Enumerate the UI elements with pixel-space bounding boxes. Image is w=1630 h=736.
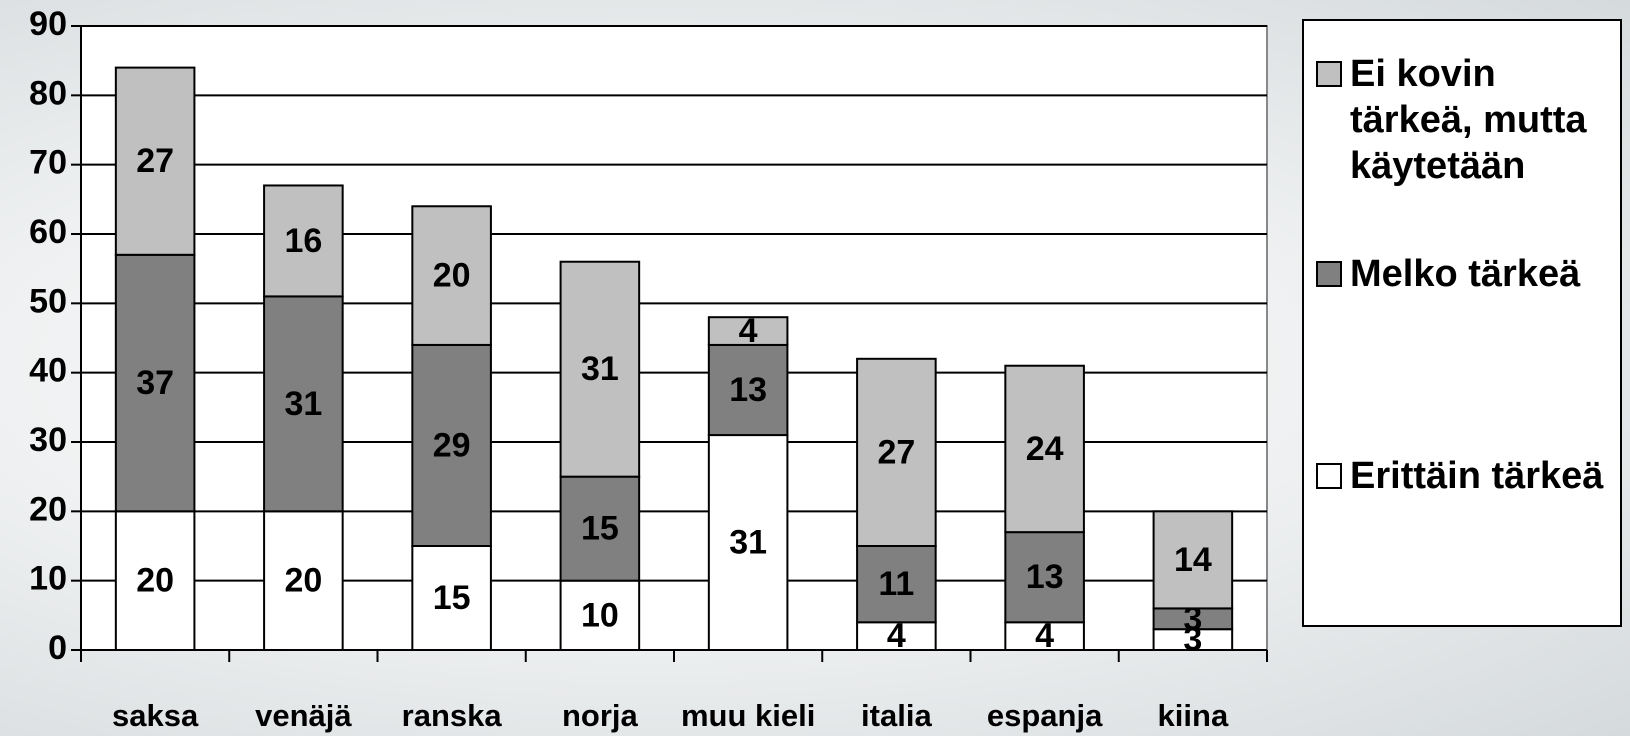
y-tick-label: 70 [29, 144, 67, 182]
y-tick-label: 40 [29, 352, 67, 390]
data-label: 13 [729, 371, 767, 409]
data-label: 29 [433, 426, 471, 464]
bar-segment [856, 357, 937, 547]
bar-segment [1152, 510, 1234, 610]
data-label: 31 [581, 350, 619, 388]
bar-segment [1004, 531, 1085, 624]
bar-segment [707, 316, 789, 346]
data-label: 20 [433, 257, 471, 295]
plot-area [80, 25, 1268, 651]
data-label: 20 [284, 562, 322, 600]
bar-segment [559, 475, 641, 582]
bar-segment [411, 343, 492, 547]
x-tick-label: norja [562, 698, 639, 733]
legend: Erittäin tärkeä Melko tärkeä Ei kovin tärk… [1302, 19, 1622, 627]
x-tick-label: venäjä [255, 698, 352, 733]
data-label: 31 [284, 385, 322, 423]
bar-segment [263, 295, 344, 513]
y-tick-label: 90 [29, 5, 67, 43]
bar-segment [559, 260, 641, 478]
data-label: 14 [1174, 541, 1212, 579]
bar-segment [114, 253, 196, 513]
data-label: 27 [136, 142, 174, 180]
bar-segment [114, 66, 196, 256]
bar-segment [114, 510, 196, 652]
data-label: 37 [136, 364, 174, 402]
legend-item: Erittäin tärkeä [1316, 453, 1616, 499]
bar-segment [411, 205, 492, 346]
legend-item: Melko tärkeä [1316, 251, 1616, 297]
bar-segment [707, 434, 789, 652]
x-tick-label: ranska [402, 698, 503, 733]
data-label: 10 [581, 596, 619, 634]
data-label: 4 [739, 312, 758, 350]
data-label: 24 [1026, 430, 1064, 468]
x-tick-label: italia [861, 698, 932, 733]
x-tick-label: espanja [987, 698, 1103, 733]
bar-segment [856, 545, 937, 624]
data-label: 13 [1026, 558, 1064, 596]
legend-swatch [1316, 61, 1342, 87]
y-tick-label: 10 [29, 560, 67, 598]
x-tick-label: saksa [112, 698, 199, 733]
data-label: 31 [729, 524, 767, 562]
legend-label: Ei kovin tärkeä, mutta käytetään [1350, 53, 1587, 187]
data-label: 4 [887, 617, 906, 655]
x-tick-label: muu kieli [681, 698, 815, 733]
y-tick-label: 80 [29, 74, 67, 112]
data-label: 27 [877, 433, 915, 471]
data-label: 11 [878, 565, 914, 603]
bar-segment [411, 545, 492, 651]
data-label: 15 [433, 579, 471, 617]
y-tick-label: 20 [29, 490, 67, 528]
bar-segment [1004, 364, 1085, 534]
y-tick-label: 0 [48, 629, 67, 667]
y-tick-label: 30 [29, 421, 67, 459]
data-label: 4 [1035, 617, 1054, 655]
data-label: 20 [136, 562, 174, 600]
bar-segment [263, 184, 344, 298]
data-label: 16 [284, 222, 322, 260]
legend-item: Ei kovin tärkeä, mutta käytetään [1316, 51, 1616, 189]
legend-swatch [1316, 463, 1342, 489]
legend-swatch [1316, 261, 1342, 287]
legend-label: Melko tärkeä [1350, 253, 1581, 295]
y-tick-label: 50 [29, 282, 67, 320]
y-tick-label: 60 [29, 213, 67, 251]
data-label: 15 [581, 510, 619, 548]
x-tick-label: kiina [1158, 698, 1229, 733]
legend-label: Erittäin tärkeä [1350, 455, 1604, 497]
